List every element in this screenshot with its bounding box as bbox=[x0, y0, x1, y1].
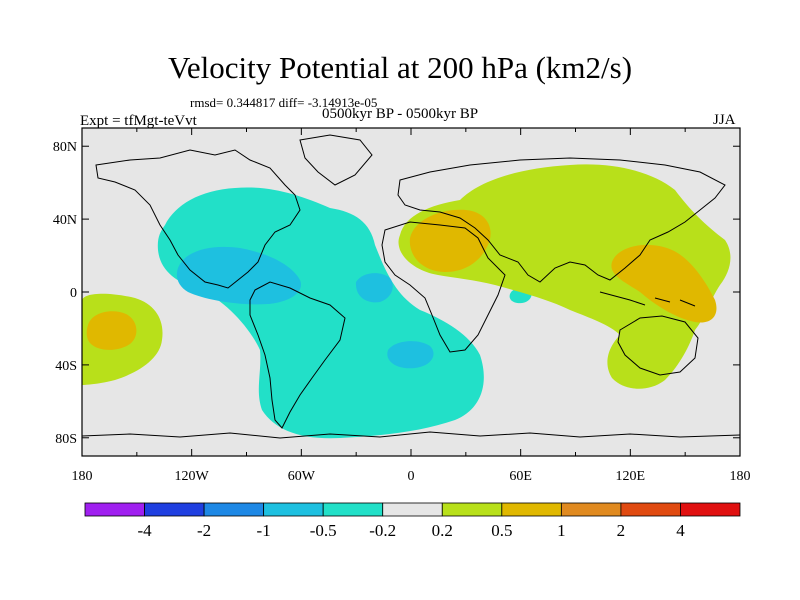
coastline-maritime-islands bbox=[599, 291, 696, 307]
lat-tick-label: 40N bbox=[53, 213, 77, 228]
colorbar-swatch bbox=[144, 502, 205, 517]
colorbar-label: -0.5 bbox=[310, 521, 337, 540]
stats-label: rmsd= 0.344817 diff= -3.14913e-05 bbox=[190, 95, 378, 110]
lat-tick-label: 0 bbox=[70, 286, 77, 301]
lon-tick-label: 180 bbox=[730, 469, 751, 484]
colorbar-label: -4 bbox=[137, 521, 152, 540]
latitude-axis: 80N 40N 0 40S 80S bbox=[53, 140, 740, 447]
coastline-north-america bbox=[95, 149, 301, 289]
colorbar-swatch bbox=[84, 502, 145, 517]
colorbar-swatch bbox=[680, 502, 741, 517]
colorbar-swatch bbox=[263, 502, 324, 517]
colorbar-swatch bbox=[382, 502, 443, 517]
anomaly-shading bbox=[82, 164, 731, 439]
colorbar-swatch bbox=[620, 502, 681, 517]
lat-tick-label: 80N bbox=[53, 140, 77, 155]
map-plot-area bbox=[82, 128, 740, 456]
coastline-south-america bbox=[249, 281, 346, 429]
negative-core-south-atlantic bbox=[387, 341, 434, 369]
coastline-eurasia bbox=[397, 157, 726, 283]
colorbar-swatch bbox=[322, 502, 384, 517]
positive-core-pacific bbox=[86, 311, 137, 350]
lon-tick-label: 60W bbox=[288, 469, 316, 484]
colorbar-swatch bbox=[560, 502, 622, 517]
coastline-greenland bbox=[299, 134, 373, 186]
lat-tick-label: 80S bbox=[55, 432, 77, 447]
positive-core-maritime-continent bbox=[611, 244, 717, 323]
lon-tick-label: 120W bbox=[175, 469, 210, 484]
colorbar-label: -1 bbox=[257, 521, 271, 540]
lon-tick-label: 120E bbox=[616, 469, 646, 484]
colorbar-swatch bbox=[203, 502, 265, 517]
coastline-australia bbox=[617, 315, 699, 376]
experiment-label: Expt = tfMgt-teVvt bbox=[80, 113, 197, 129]
colorbar-swatch bbox=[441, 502, 503, 517]
colorbar-swatch bbox=[501, 502, 562, 517]
lat-tick-label: 40S bbox=[55, 359, 77, 374]
lon-tick-label: 0 bbox=[408, 469, 415, 484]
colorbar-label: 0.5 bbox=[491, 521, 512, 540]
colorbar-label: 4 bbox=[676, 521, 685, 540]
lon-tick-label: 60E bbox=[509, 469, 532, 484]
colorbar-label: 2 bbox=[617, 521, 626, 540]
negative-core-central-america bbox=[176, 246, 301, 305]
period-label: 0500kyr BP - 0500kyr BP bbox=[322, 106, 479, 122]
chart-title: Velocity Potential at 200 hPa (km2/s) bbox=[167, 50, 633, 85]
coastline-antarctica bbox=[82, 431, 740, 439]
colorbar-label: -0.2 bbox=[369, 521, 396, 540]
colorbar-label: 1 bbox=[557, 521, 566, 540]
colorbar-label: 0.2 bbox=[432, 521, 453, 540]
season-label: JJA bbox=[713, 112, 736, 128]
coastlines bbox=[82, 134, 740, 439]
longitude-axis: 180 120W 60W 0 60E 120E 180 bbox=[72, 128, 751, 484]
coastline-africa bbox=[381, 221, 506, 353]
negative-core-atlantic bbox=[355, 273, 393, 303]
lon-tick-label: 180 bbox=[72, 469, 93, 484]
colorbar: -4 -2 -1 -0.5 -0.2 0.2 0.5 1 2 4 bbox=[84, 502, 741, 540]
colorbar-label: -2 bbox=[197, 521, 211, 540]
